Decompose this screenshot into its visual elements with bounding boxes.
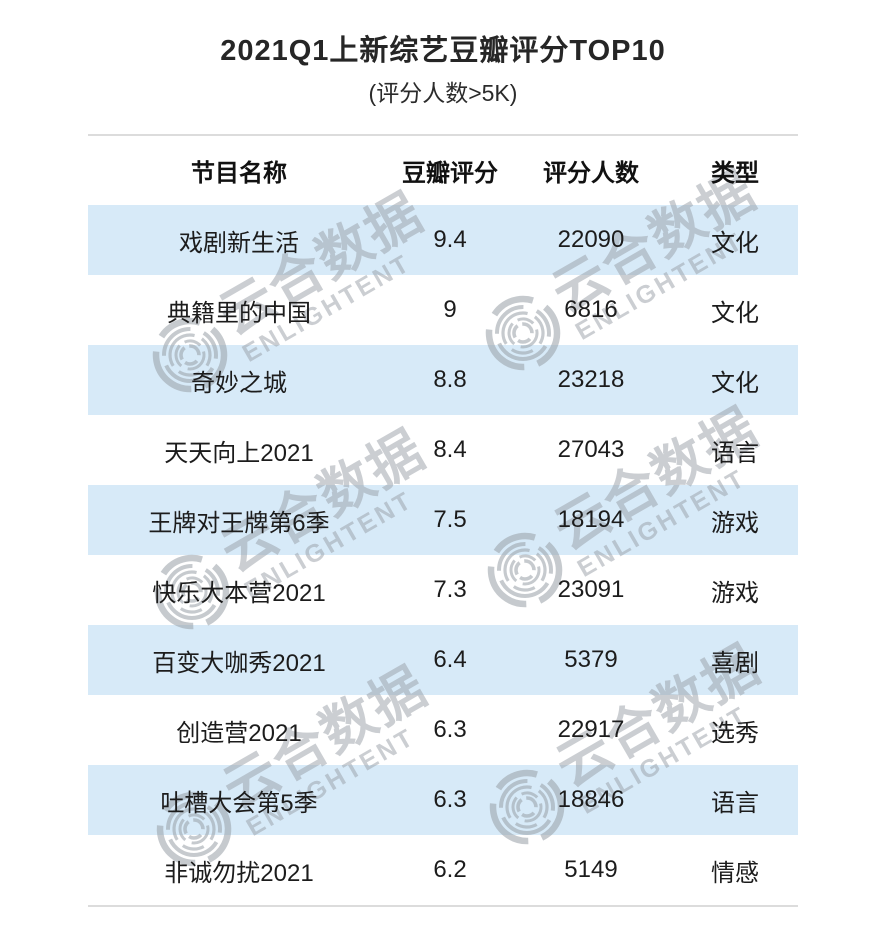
cell-rater-count: 23218: [557, 366, 625, 393]
cell-show-name: 天天向上2021: [164, 439, 314, 467]
cell-douban-score: 9.4: [433, 226, 467, 253]
cell-genre: 语言: [711, 789, 759, 817]
cell-rater-count: 18846: [557, 786, 625, 813]
cell-genre: 游戏: [711, 579, 759, 607]
cell-genre: 语言: [711, 439, 759, 467]
table-row: 创造营2021 6.3 22917 选秀: [88, 695, 798, 765]
table-body: 戏剧新生活 9.4 22090 文化 典籍里的中国 9 6816 文化 奇妙之城…: [88, 205, 798, 905]
table-row: 天天向上2021 8.4 27043 语言: [88, 415, 798, 485]
table-row: 吐槽大会第5季 6.3 18846 语言: [88, 765, 798, 835]
page-title: 2021Q1上新综艺豆瓣评分TOP10: [220, 35, 666, 67]
cell-rater-count: 5149: [564, 856, 618, 883]
cell-douban-score: 7.5: [433, 506, 467, 533]
cell-show-name: 百变大咖秀2021: [152, 649, 326, 677]
cell-show-name: 奇妙之城: [191, 369, 287, 397]
cell-douban-score: 9: [443, 296, 457, 323]
column-header-rater-count: 评分人数: [543, 160, 639, 187]
cell-show-name: 快乐大本营2021: [152, 579, 326, 607]
table-row: 百变大咖秀2021 6.4 5379 喜剧: [88, 625, 798, 695]
cell-rater-count: 18194: [557, 506, 625, 533]
cell-douban-score: 7.3: [433, 576, 467, 603]
cell-show-name: 典籍里的中国: [167, 299, 311, 327]
column-header-show-name: 节目名称: [191, 160, 287, 187]
cell-douban-score: 8.8: [433, 366, 467, 393]
cell-genre: 文化: [711, 299, 759, 327]
cell-genre: 喜剧: [711, 649, 759, 677]
cell-show-name: 创造营2021: [176, 719, 302, 747]
cell-show-name: 非诚勿扰2021: [164, 859, 314, 887]
column-header-douban-score: 豆瓣评分: [402, 160, 498, 187]
table-row: 戏剧新生活 9.4 22090 文化: [88, 205, 798, 275]
cell-genre: 选秀: [711, 719, 759, 747]
cell-rater-count: 6816: [564, 296, 618, 323]
cell-rater-count: 23091: [557, 576, 625, 603]
table-row: 王牌对王牌第6季 7.5 18194 游戏: [88, 485, 798, 555]
cell-douban-score: 6.3: [433, 716, 467, 743]
cell-rater-count: 5379: [564, 646, 618, 673]
cell-genre: 文化: [711, 369, 759, 397]
cell-douban-score: 6.4: [433, 646, 467, 673]
cell-douban-score: 8.4: [433, 436, 467, 463]
ratings-table: 节目名称 豆瓣评分 评分人数 类型 戏剧新生活 9.4 22090 文化 典籍里…: [88, 134, 798, 907]
cell-show-name: 王牌对王牌第6季: [148, 509, 330, 537]
cell-genre: 文化: [711, 229, 759, 257]
cell-genre: 游戏: [711, 509, 759, 537]
table-row: 奇妙之城 8.8 23218 文化: [88, 345, 798, 415]
table-row: 快乐大本营2021 7.3 23091 游戏: [88, 555, 798, 625]
cell-show-name: 吐槽大会第5季: [160, 789, 318, 817]
table-row: 典籍里的中国 9 6816 文化: [88, 275, 798, 345]
page-subtitle: (评分人数>5K): [368, 80, 518, 106]
column-header-genre: 类型: [711, 160, 759, 187]
cell-rater-count: 22917: [557, 716, 625, 743]
cell-show-name: 戏剧新生活: [179, 229, 299, 257]
cell-genre: 情感: [711, 859, 759, 887]
table-header-row: 节目名称 豆瓣评分 评分人数 类型: [88, 136, 798, 205]
cell-rater-count: 27043: [557, 436, 625, 463]
cell-rater-count: 22090: [557, 226, 625, 253]
table-row: 非诚勿扰2021 6.2 5149 情感: [88, 835, 798, 905]
cell-douban-score: 6.2: [433, 856, 467, 883]
cell-douban-score: 6.3: [433, 786, 467, 813]
